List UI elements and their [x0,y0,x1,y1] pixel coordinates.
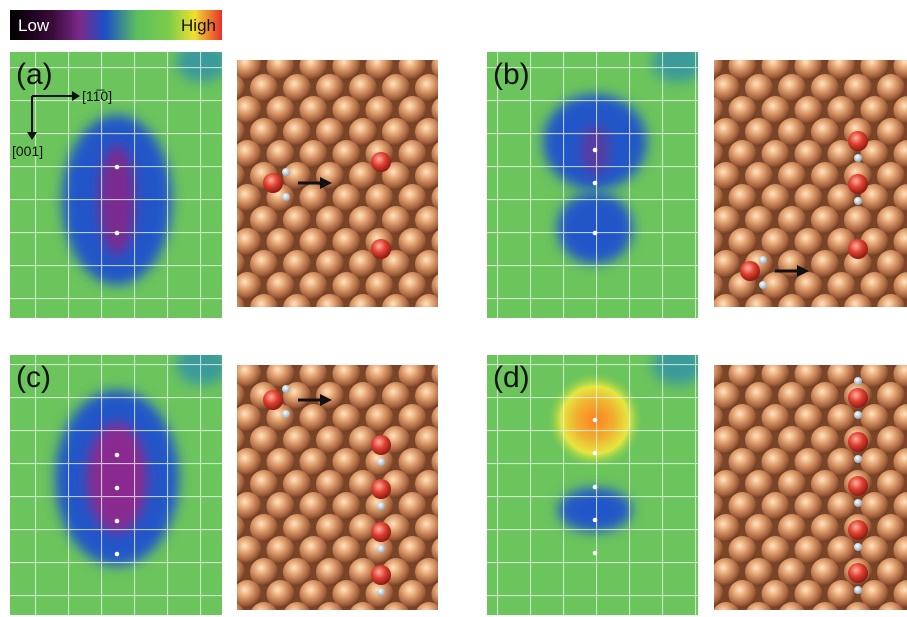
axis-y-label: [001] [12,143,43,159]
grid [10,52,222,318]
axis-x-label: [11̅0] [82,88,112,104]
oxygen [848,563,868,583]
hydrogen [377,545,385,553]
oxygen [740,261,760,281]
grid [487,355,698,615]
oxygen [848,388,868,408]
oxygen [848,432,868,452]
colorbar-low: Low [18,16,50,35]
oxygen [848,520,868,540]
hydrogen [377,458,385,466]
oxygen [263,173,283,193]
hydrogen [854,411,862,419]
site-dot [115,552,120,557]
panel-label: (a) [16,58,53,91]
hydrogen [282,193,290,201]
atomic-model [714,60,907,307]
oxygen [371,565,391,585]
hydrogen [759,281,767,289]
site-dot [115,453,120,458]
site-dot [115,231,120,236]
panel-label: (b) [493,58,530,91]
oxygen [263,390,283,410]
grid [487,52,698,318]
hydrogen [282,385,290,393]
oxygen [371,239,391,259]
panel-label: (d) [493,361,530,394]
page: Low High (a) (b) (c) (d) [11̅0] [001] ((… [0,0,907,617]
site-dot [593,418,598,423]
hydrogen [854,543,862,551]
site-dot [115,519,120,524]
hydrogen [854,455,862,463]
hydrogen [377,502,385,510]
hydrogen [759,256,767,264]
hydrogen [282,168,290,176]
site-dot [115,486,120,491]
hydrogen [377,588,385,596]
oxygen [848,174,868,194]
atomic-model [237,365,438,610]
oxygen [848,239,868,259]
copper-surface [714,365,907,610]
site-dot [593,551,598,556]
oxygen [371,435,391,455]
oxygen [848,476,868,496]
hydrogen [854,154,862,162]
site-dot [593,518,598,523]
site-dot [593,181,598,186]
hydrogen [854,197,862,205]
hydrogen [854,377,862,385]
panel-label: (c) [16,361,51,394]
site-dot [593,231,598,236]
site-dot [593,148,598,153]
site-dot [593,485,598,490]
hydrogen [854,499,862,507]
oxygen [371,152,391,172]
hydrogen [854,586,862,594]
oxygen [371,522,391,542]
atomic-model [714,365,907,610]
site-dot [593,451,598,456]
figure: Low High (a) (b) (c) (d) [11̅0] [001] [0,0,907,617]
grid [10,355,222,615]
atomic-model [237,60,438,307]
hydrogen [282,410,290,418]
colorbar-high: High [181,16,216,35]
oxygen [371,479,391,499]
oxygen [848,131,868,151]
site-dot [115,165,120,170]
